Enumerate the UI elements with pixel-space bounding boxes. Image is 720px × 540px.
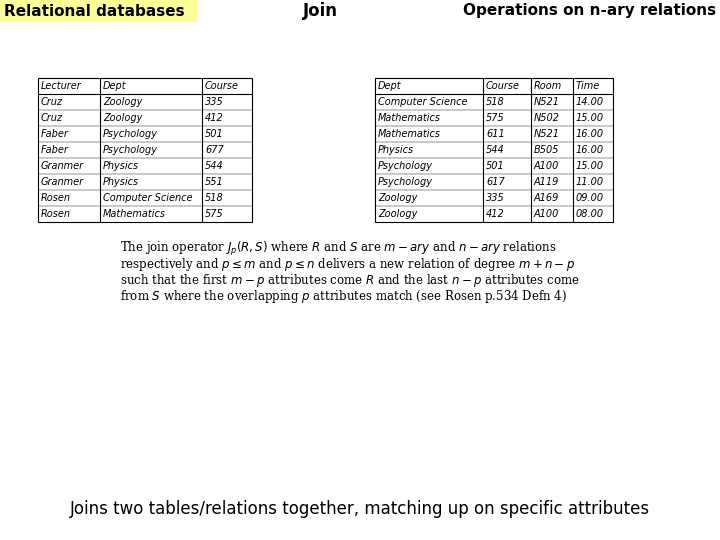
Text: Physics: Physics <box>103 177 139 187</box>
Text: 335: 335 <box>486 193 505 203</box>
Text: 14.00: 14.00 <box>576 97 604 107</box>
Text: Zoology: Zoology <box>103 113 143 123</box>
Text: 16.00: 16.00 <box>576 145 604 155</box>
Text: Mathematics: Mathematics <box>378 113 441 123</box>
Text: 551: 551 <box>205 177 224 187</box>
Text: Time: Time <box>576 81 600 91</box>
Bar <box>38 78 252 222</box>
Text: 575: 575 <box>486 113 505 123</box>
Text: 575: 575 <box>205 209 224 219</box>
Text: A169: A169 <box>534 193 559 203</box>
Text: Lecturer: Lecturer <box>41 81 82 91</box>
Text: Mathematics: Mathematics <box>378 129 441 139</box>
Text: Faber: Faber <box>41 129 69 139</box>
Text: Cruz: Cruz <box>41 113 63 123</box>
Text: such that the first $m-p$ attributes come $R$ and the last $n-p$ attributes come: such that the first $m-p$ attributes com… <box>120 272 580 289</box>
Text: 501: 501 <box>486 161 505 171</box>
Text: Relational databases: Relational databases <box>4 3 184 18</box>
Text: Zoology: Zoology <box>378 209 418 219</box>
Text: 617: 617 <box>486 177 505 187</box>
Text: Psychology: Psychology <box>378 161 433 171</box>
Text: Zoology: Zoology <box>103 97 143 107</box>
Text: 15.00: 15.00 <box>576 161 604 171</box>
Text: A100: A100 <box>534 161 559 171</box>
Text: Operations on n-ary relations: Operations on n-ary relations <box>463 3 716 18</box>
Text: A100: A100 <box>534 209 559 219</box>
Text: Granmer: Granmer <box>41 161 84 171</box>
Text: Physics: Physics <box>378 145 414 155</box>
Text: Psychology: Psychology <box>378 177 433 187</box>
Text: Psychology: Psychology <box>103 145 158 155</box>
Text: Cruz: Cruz <box>41 97 63 107</box>
Text: Rosen: Rosen <box>41 209 71 219</box>
Text: B505: B505 <box>534 145 559 155</box>
Text: Room: Room <box>534 81 562 91</box>
Text: Psychology: Psychology <box>103 129 158 139</box>
Text: Dept: Dept <box>378 81 402 91</box>
Bar <box>0 0 198 22</box>
Text: Granmer: Granmer <box>41 177 84 187</box>
Text: 09.00: 09.00 <box>576 193 604 203</box>
Text: 16.00: 16.00 <box>576 129 604 139</box>
Text: 501: 501 <box>205 129 224 139</box>
Text: Join: Join <box>302 2 338 20</box>
Text: 412: 412 <box>486 209 505 219</box>
Text: Computer Science: Computer Science <box>103 193 192 203</box>
Text: from $S$ where the overlapping $p$ attributes match (see Rosen p.534 Defn 4): from $S$ where the overlapping $p$ attri… <box>120 288 567 305</box>
Text: Mathematics: Mathematics <box>103 209 166 219</box>
Text: N521: N521 <box>534 129 560 139</box>
Text: Dept: Dept <box>103 81 127 91</box>
Bar <box>375 78 613 222</box>
Text: 15.00: 15.00 <box>576 113 604 123</box>
Text: 412: 412 <box>205 113 224 123</box>
Text: Course: Course <box>205 81 239 91</box>
Text: 544: 544 <box>205 161 224 171</box>
Text: The join operator $J_p(R, S)$ where $R$ and $S$ are $m-ary$ and $n-ary$ relation: The join operator $J_p(R, S)$ where $R$ … <box>120 240 557 258</box>
Text: 11.00: 11.00 <box>576 177 604 187</box>
Text: respectively and $p \leq m$ and $p \leq n$ delivers a new relation of degree $m+: respectively and $p \leq m$ and $p \leq … <box>120 256 575 273</box>
Text: 611: 611 <box>486 129 505 139</box>
Text: Rosen: Rosen <box>41 193 71 203</box>
Text: Course: Course <box>486 81 520 91</box>
Text: 335: 335 <box>205 97 224 107</box>
Text: Computer Science: Computer Science <box>378 97 467 107</box>
Text: Physics: Physics <box>103 161 139 171</box>
Text: Joins two tables/relations together, matching up on specific attributes: Joins two tables/relations together, mat… <box>70 500 650 518</box>
Text: 08.00: 08.00 <box>576 209 604 219</box>
Text: N502: N502 <box>534 113 560 123</box>
Text: N521: N521 <box>534 97 560 107</box>
Text: A119: A119 <box>534 177 559 187</box>
Text: 518: 518 <box>486 97 505 107</box>
Text: Zoology: Zoology <box>378 193 418 203</box>
Text: 677: 677 <box>205 145 224 155</box>
Text: 544: 544 <box>486 145 505 155</box>
Text: 518: 518 <box>205 193 224 203</box>
Text: Faber: Faber <box>41 145 69 155</box>
